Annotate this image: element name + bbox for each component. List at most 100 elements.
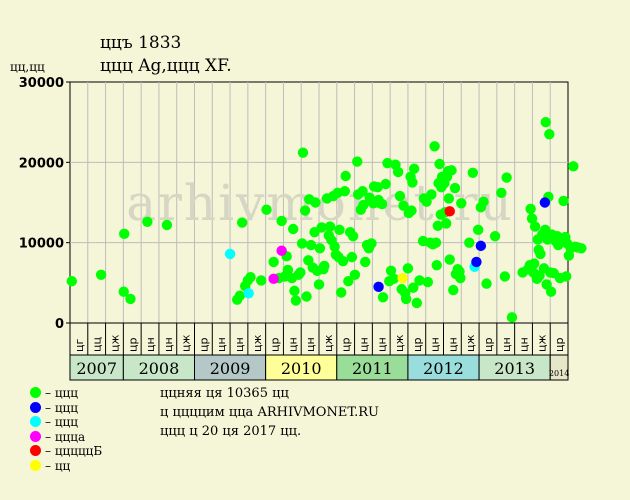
- halfyear-label: цн: [518, 337, 531, 352]
- data-point: [539, 197, 551, 208]
- chart-title: ццъ 1833: [100, 33, 182, 53]
- halfyear-label: цр: [482, 338, 495, 352]
- data-point: [290, 295, 302, 306]
- data-point: [296, 238, 308, 249]
- data-point: [261, 204, 272, 215]
- data-point: [295, 267, 306, 278]
- data-point: [568, 161, 579, 172]
- data-point: [464, 237, 475, 248]
- data-point: [434, 158, 445, 170]
- year-cell: [407, 354, 480, 381]
- data-point: [443, 193, 455, 204]
- halfyear-label: цж: [322, 335, 335, 352]
- legend-label: – ццц: [45, 415, 78, 429]
- data-point: [324, 221, 336, 232]
- legend-label: – ццц: [45, 386, 78, 400]
- legend-label: – ццца: [45, 429, 86, 444]
- data-point: [398, 200, 409, 211]
- halfyear-label: цн: [144, 337, 157, 352]
- data-point: [276, 245, 287, 256]
- y-tick-label: 0: [55, 317, 64, 332]
- y-tick-label: 10000: [19, 237, 64, 252]
- data-point: [455, 272, 466, 284]
- legend-dot-icon: [30, 445, 41, 456]
- legend-item: – цц: [30, 459, 70, 473]
- data-point: [268, 273, 279, 285]
- legend-item: – ццца: [30, 430, 85, 444]
- data-point: [529, 221, 541, 232]
- data-point: [95, 269, 107, 280]
- halfyear-label: цж: [180, 335, 193, 352]
- halfyear-label: цр: [340, 338, 353, 352]
- data-point: [394, 190, 406, 202]
- data-point: [414, 275, 425, 286]
- halfyear-label: цр: [126, 338, 139, 352]
- data-point: [388, 273, 399, 285]
- legend-item: – цццццБ: [30, 444, 102, 458]
- halfyear-label: цц: [91, 337, 104, 352]
- year-cell: [122, 354, 195, 381]
- data-point: [349, 269, 361, 280]
- data-point: [224, 248, 236, 260]
- data-point: [288, 223, 299, 235]
- data-point: [352, 156, 363, 167]
- data-point: [545, 286, 557, 297]
- data-point: [340, 170, 351, 182]
- year-label: 2012: [423, 359, 464, 378]
- data-point: [301, 291, 312, 302]
- data-point: [446, 165, 457, 176]
- year-cell: [549, 354, 569, 381]
- data-point: [402, 263, 414, 274]
- year-label: 2014: [549, 369, 569, 378]
- data-point: [66, 276, 77, 287]
- data-point: [255, 275, 267, 286]
- data-point: [236, 217, 248, 228]
- data-point: [282, 264, 294, 276]
- year-label: 2011: [352, 359, 393, 378]
- halfyear-label: цж: [251, 335, 264, 352]
- data-point: [496, 187, 507, 199]
- data-point: [440, 218, 452, 229]
- data-point: [377, 292, 389, 303]
- legend-label: – ццц: [45, 400, 78, 415]
- legend-label: – цццццБ: [45, 444, 103, 458]
- data-point: [489, 231, 501, 242]
- data-point: [408, 163, 420, 174]
- halfyear-label: цж: [535, 335, 548, 352]
- data-point: [429, 141, 440, 152]
- halfyear-label: цн: [162, 337, 175, 352]
- data-point: [313, 279, 325, 290]
- data-point: [475, 240, 487, 252]
- y-tick-label: 30000: [19, 76, 64, 91]
- data-point: [407, 177, 418, 188]
- data-point: [525, 203, 536, 215]
- halfyear-label: цр: [269, 338, 282, 352]
- data-point: [456, 198, 467, 209]
- legend-dot-icon: [30, 401, 41, 413]
- legend-dot-icon: [30, 387, 41, 398]
- data-point: [529, 258, 540, 269]
- legend-label: – цц: [45, 458, 71, 473]
- halfyear-label: цр: [197, 338, 210, 352]
- data-point: [118, 286, 129, 297]
- halfyear-label: цн: [375, 337, 388, 352]
- data-point: [305, 239, 317, 251]
- data-point: [426, 189, 437, 200]
- halfyear-label: цн: [286, 337, 299, 352]
- data-point: [372, 182, 383, 193]
- year-label: 2013: [494, 359, 535, 378]
- data-point: [448, 284, 459, 296]
- info-line-1: ццняя ця 10365 цц: [160, 386, 289, 401]
- data-point: [406, 205, 417, 216]
- data-point: [431, 259, 442, 271]
- halfyear-label: цж: [108, 335, 121, 352]
- data-point: [243, 288, 254, 299]
- data-point: [310, 197, 321, 208]
- data-point: [544, 129, 555, 140]
- data-point: [161, 219, 173, 231]
- halfyear-label: цн: [304, 337, 317, 352]
- data-point: [506, 312, 518, 323]
- halfyear-label: цн: [500, 337, 513, 352]
- data-point: [478, 196, 489, 207]
